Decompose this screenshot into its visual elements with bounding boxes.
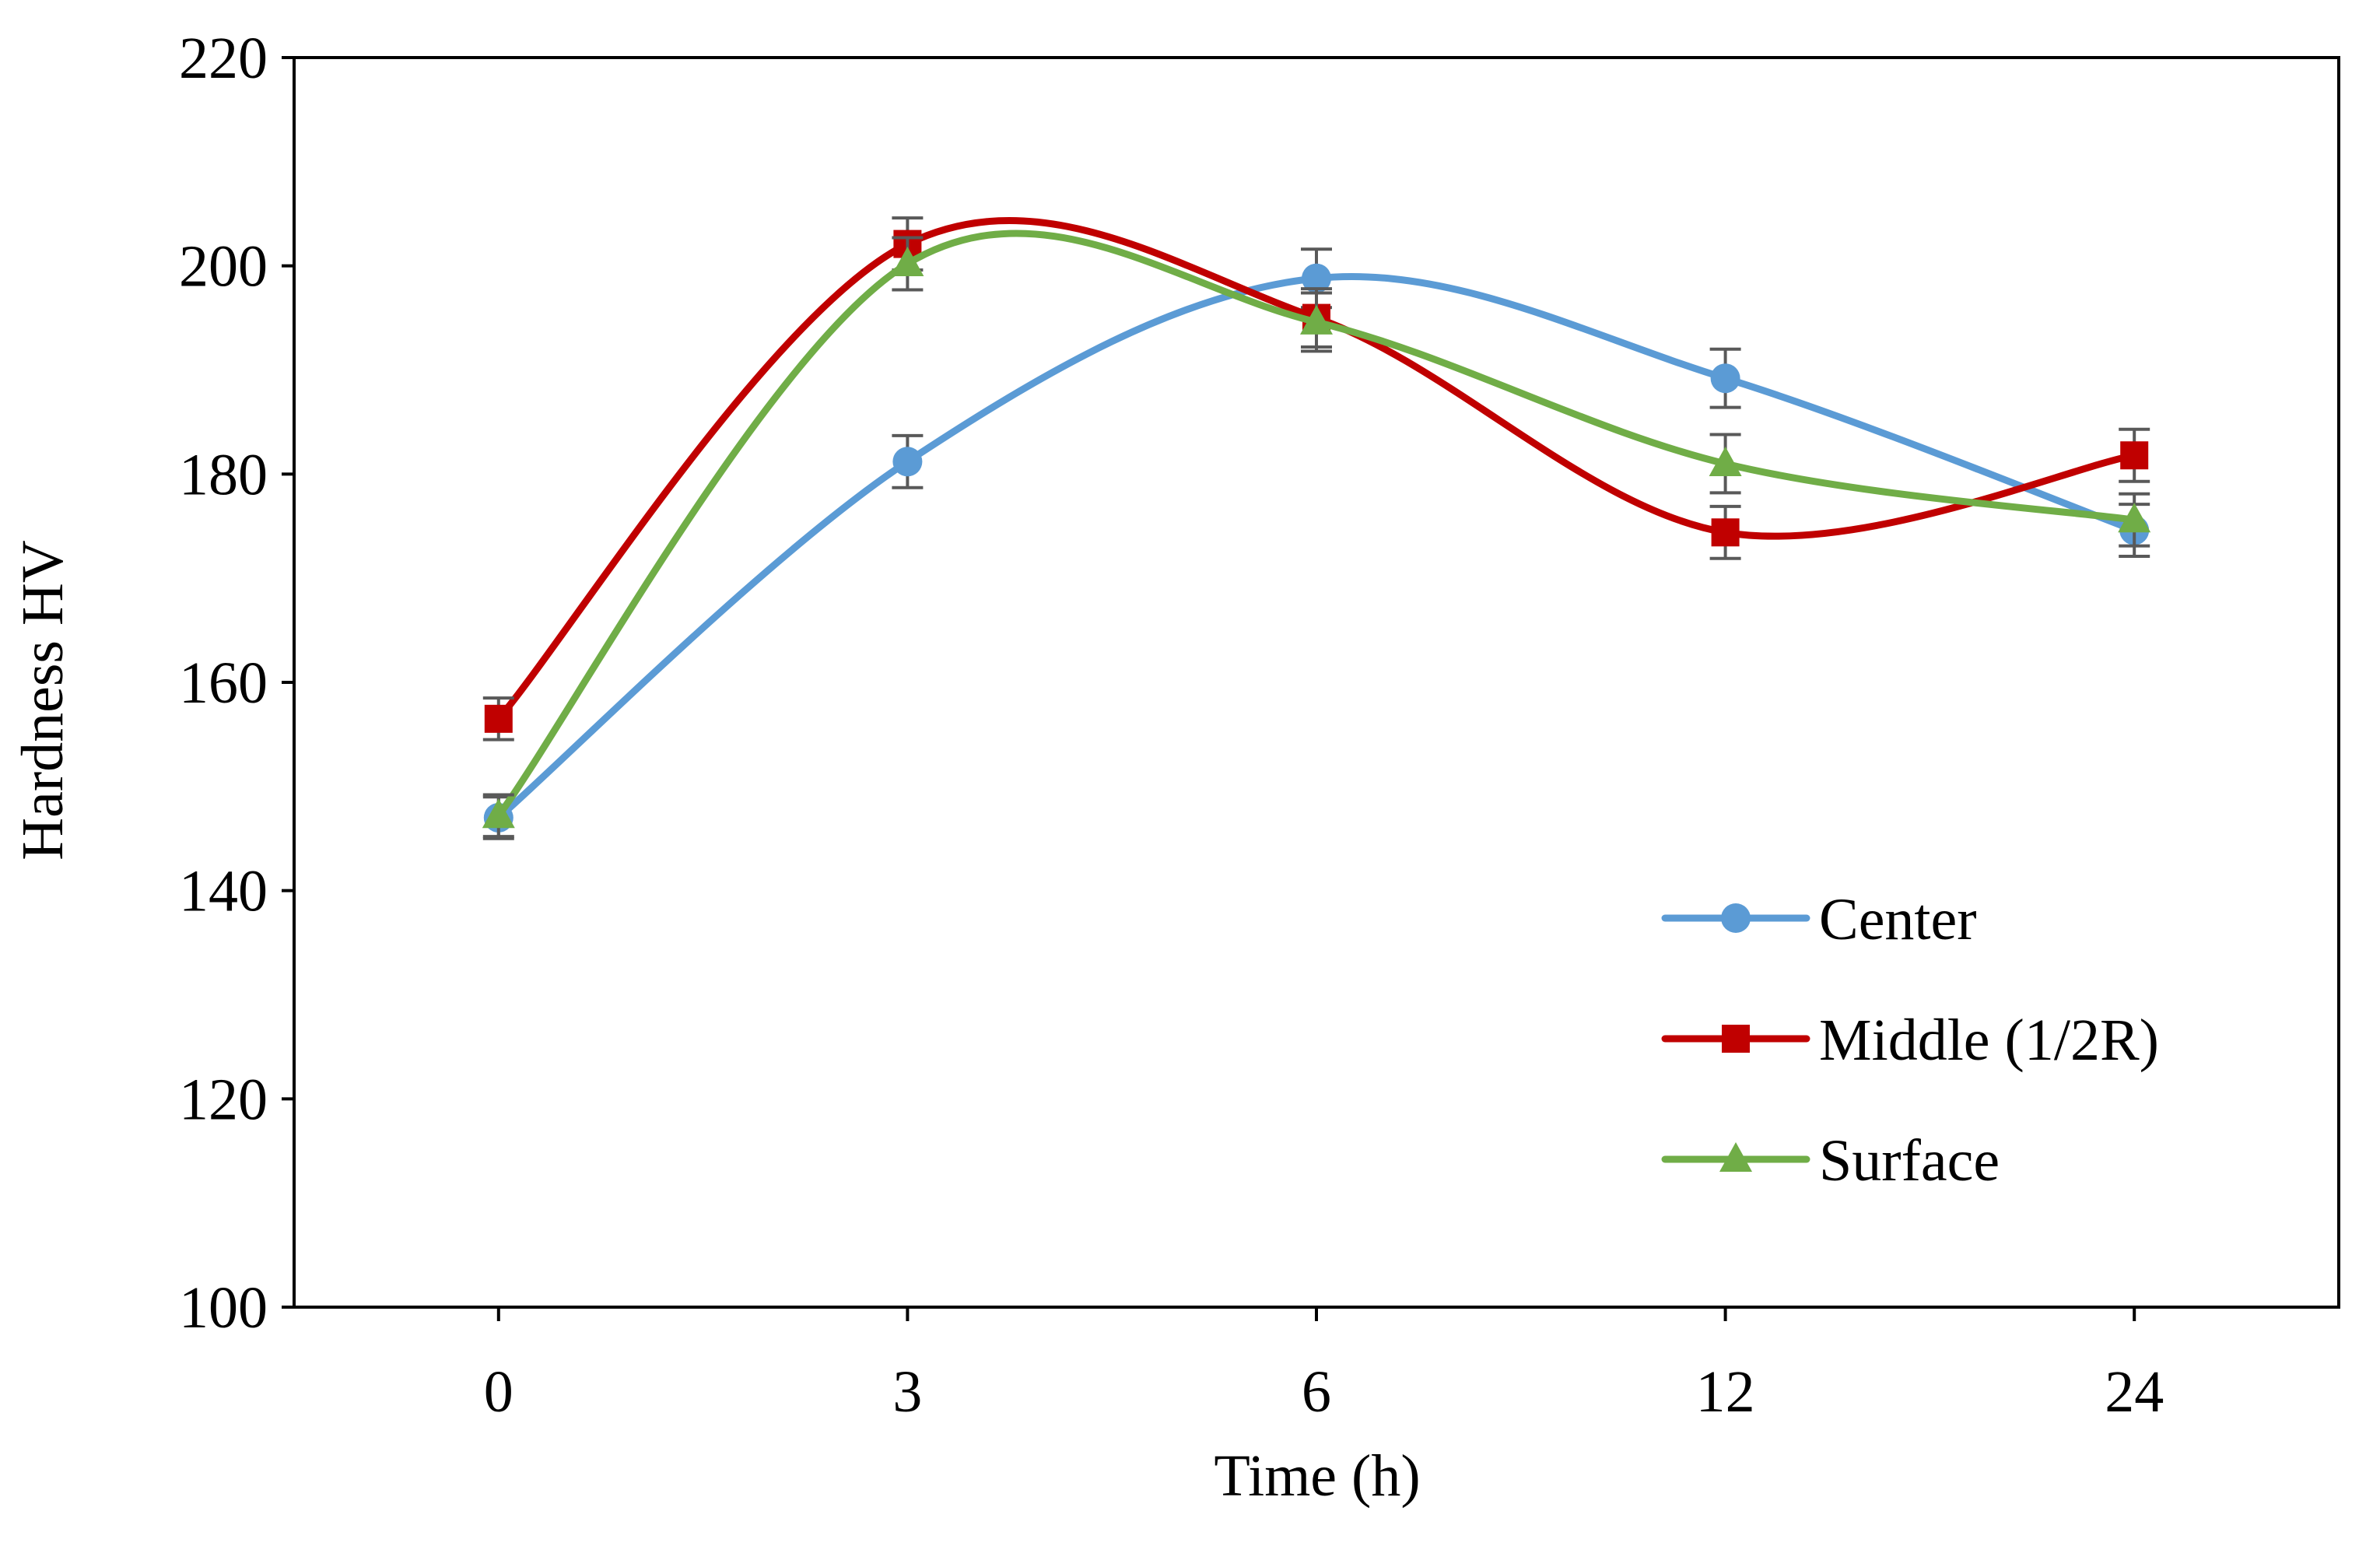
x-tick-label: 0: [484, 1359, 514, 1425]
point-surface: [1709, 446, 1742, 476]
legend-item-surface: Surface: [1661, 1128, 2000, 1194]
point-surface: [891, 246, 924, 276]
y-tick-label: 140: [179, 859, 268, 924]
point-center: [1710, 363, 1740, 394]
x-tick-label: 6: [1302, 1359, 1331, 1425]
legend-item-middle: Middle (1/2R): [1661, 1008, 2159, 1073]
y-tick-label: 200: [179, 234, 268, 300]
x-tick-label: 3: [892, 1359, 922, 1425]
y-tick-label: 120: [179, 1067, 268, 1132]
series-line-center: [495, 272, 2138, 822]
point-surface: [1300, 304, 1333, 335]
y-tick-label: 220: [179, 26, 268, 91]
legend-label: Middle (1/2R): [1819, 1008, 2159, 1073]
y-axis-title: Hardness HV: [10, 540, 75, 861]
series-line-surface: [495, 230, 2138, 819]
legend-item-center: Center: [1661, 887, 1977, 952]
legend-marker: [1721, 903, 1751, 933]
legend-label: Surface: [1819, 1128, 2000, 1194]
x-tick-label: 12: [1696, 1359, 1755, 1425]
y-tick-label: 180: [179, 442, 268, 507]
point-surface: [2118, 503, 2151, 533]
y-tick-label: 100: [179, 1275, 268, 1341]
y-tick-label: 160: [179, 650, 268, 716]
point-surface: [482, 798, 515, 829]
point-center: [892, 447, 923, 477]
x-axis-title: Time (h): [1214, 1443, 1420, 1509]
point-middle: [1711, 518, 1740, 547]
legend-label: Center: [1819, 887, 1977, 952]
plot-area: 100 120 140 160 180 200 220 0 3 6 12 24 Center Middle…: [179, 26, 2340, 1425]
series-line-middle: [495, 217, 2138, 723]
point-middle: [2120, 441, 2149, 470]
point-middle: [484, 704, 513, 733]
legend-marker: [1722, 1025, 1750, 1053]
x-tick-label: 24: [2105, 1359, 2164, 1425]
point-center: [1302, 263, 1331, 293]
legend-marker: [1719, 1142, 1752, 1172]
